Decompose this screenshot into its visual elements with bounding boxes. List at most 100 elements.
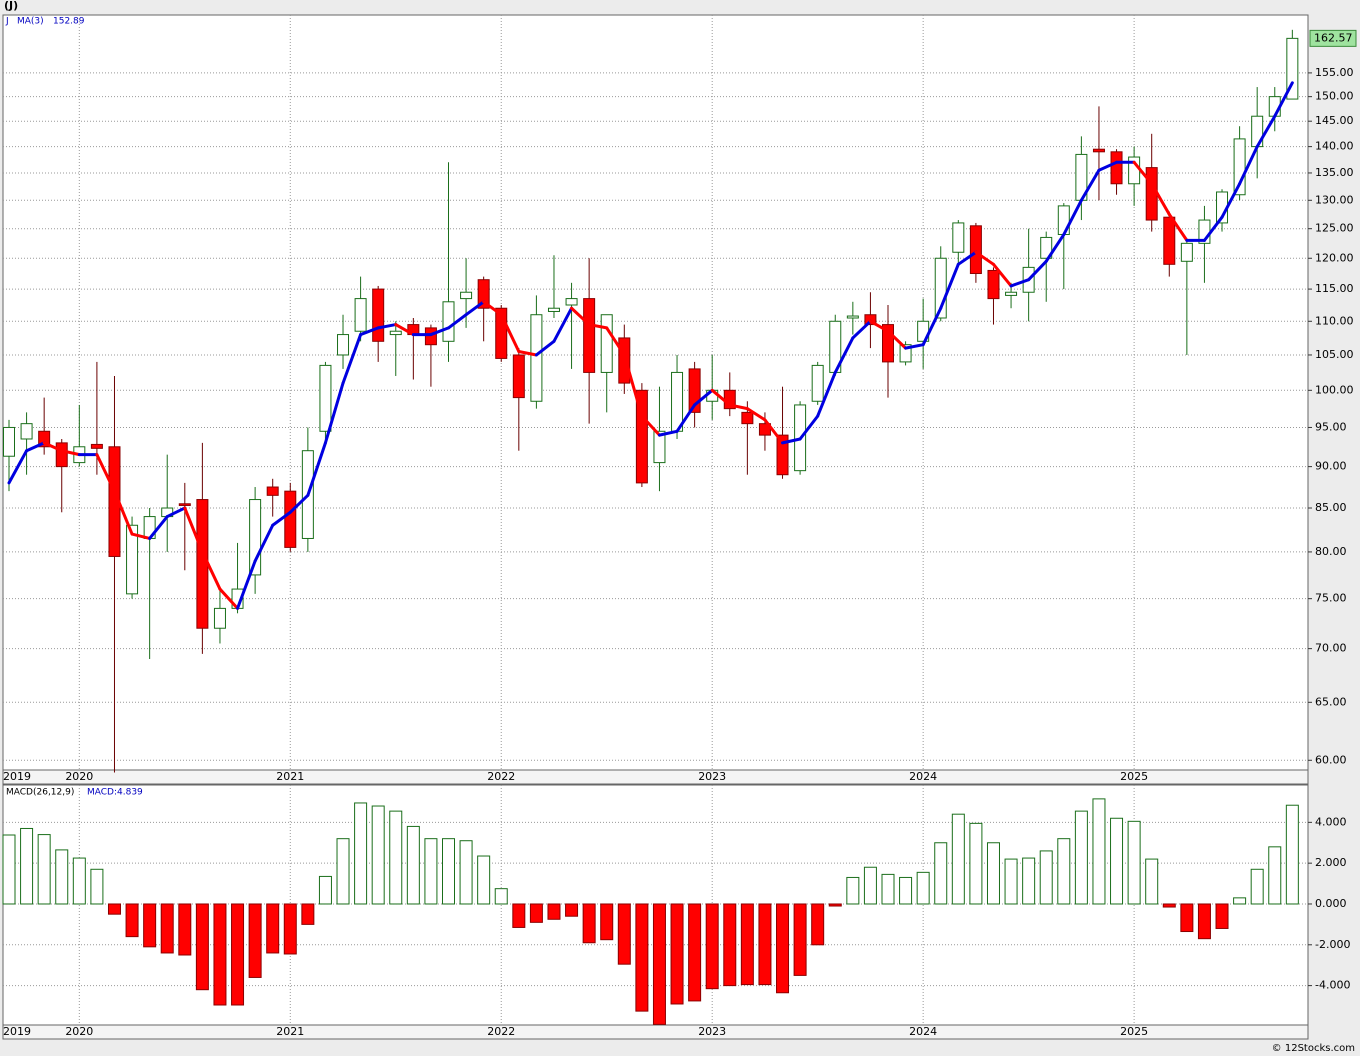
candle-body — [882, 324, 894, 363]
candle-body — [671, 371, 684, 432]
ma-segment — [1202, 215, 1224, 242]
ma-segment — [1220, 182, 1242, 219]
macd-bar — [1092, 798, 1106, 905]
candle-body — [1110, 151, 1123, 185]
ma-segment — [728, 403, 749, 411]
macd-bar — [389, 810, 403, 905]
macd-bar — [1250, 868, 1264, 905]
candle-body — [653, 430, 666, 464]
ma-segment — [991, 262, 1013, 288]
candle-body — [846, 315, 859, 319]
ma-segment — [974, 250, 995, 266]
y-tick-label: 105.00 — [1315, 348, 1354, 361]
ma-segment — [183, 506, 204, 554]
macd-bar — [213, 903, 227, 1006]
macd-bar — [986, 842, 1000, 905]
x-tick-label: 2025 — [1120, 770, 1148, 783]
candle-body — [460, 291, 473, 300]
macd-bar — [1233, 897, 1247, 905]
macd-bar — [125, 903, 139, 938]
x-tick-label: 2019 — [3, 1025, 31, 1038]
candle-body — [1233, 138, 1246, 196]
candle-body — [635, 389, 648, 484]
macd-bar — [793, 903, 807, 976]
candle-body — [1092, 148, 1105, 153]
candle-body — [38, 430, 51, 448]
macd-bar — [371, 805, 385, 905]
ma-segment — [42, 441, 64, 453]
ma-segment — [60, 449, 81, 457]
ma-segment — [306, 441, 327, 497]
macd-bar — [758, 903, 772, 986]
macd-bar — [442, 838, 455, 905]
candle-body — [249, 499, 262, 576]
macd-bar — [846, 876, 860, 905]
macd-bar — [494, 888, 508, 905]
candle-body — [512, 354, 525, 399]
ma-segment — [816, 370, 837, 418]
y-tick-label: 115.00 — [1315, 282, 1354, 295]
candle-body — [1163, 216, 1176, 265]
footer: © 12Stocks.com — [1272, 1043, 1355, 1054]
y-tick-label: 120.00 — [1315, 251, 1354, 264]
ma-segment — [763, 418, 785, 445]
last-price: 162.57 — [1314, 31, 1353, 44]
macd-bar — [1197, 903, 1211, 940]
x-tick-label: 2023 — [698, 770, 726, 783]
candle-body — [530, 314, 543, 402]
macd-bar — [1039, 850, 1053, 905]
macd-bar — [635, 903, 649, 1012]
ma-segment — [868, 319, 890, 333]
macd-bar — [143, 903, 157, 948]
ma-segment — [376, 323, 398, 330]
y2-tick-label: 4.000 — [1315, 815, 1347, 828]
candle-body — [20, 423, 33, 440]
ma-segment — [1009, 278, 1031, 288]
macd-bar — [512, 903, 526, 928]
x-tick-label: 2025 — [1120, 1025, 1148, 1038]
y-tick-label: 130.00 — [1315, 193, 1354, 206]
y2-tick-label: 0.000 — [1315, 897, 1347, 910]
macd-bar — [107, 903, 121, 915]
ma-segment — [781, 437, 802, 445]
y2-tick-label: -2.000 — [1315, 938, 1350, 951]
macd-bar — [1162, 903, 1176, 908]
candle-body — [547, 307, 560, 312]
ma-segment — [1132, 160, 1154, 186]
date-band — [2, 1024, 1309, 1040]
macd-bar — [899, 876, 913, 905]
ma-segment — [570, 306, 591, 327]
macd-bar — [1127, 820, 1141, 905]
candle-body — [284, 490, 297, 548]
macd-bar — [55, 849, 69, 905]
macd-bar — [776, 903, 790, 994]
last-price-box — [1309, 29, 1357, 47]
y2-tick-label: -4.000 — [1315, 979, 1350, 992]
macd-bar — [740, 903, 754, 986]
ma-segment — [833, 336, 855, 374]
ma-segment — [1238, 145, 1259, 186]
ma-segment — [25, 441, 46, 453]
candle-body — [3, 426, 15, 457]
ma-segment — [1273, 81, 1294, 118]
ma-segment — [1044, 233, 1066, 263]
macd-bar — [90, 868, 104, 905]
x-tick-label: 2022 — [487, 1025, 515, 1038]
macd-bar — [811, 903, 825, 946]
candle-body — [442, 301, 455, 342]
ma-segment — [482, 300, 503, 317]
macd-bar — [951, 813, 965, 905]
y-tick-label: 140.00 — [1315, 140, 1354, 153]
y-tick-label: 145.00 — [1315, 114, 1354, 127]
macd-bar — [1057, 838, 1071, 905]
candle-body — [969, 225, 982, 275]
macd-bar — [705, 903, 719, 990]
ma-segment — [288, 493, 310, 514]
y-tick-label: 85.00 — [1315, 501, 1347, 514]
macd-bar — [1285, 804, 1299, 905]
macd-bar — [828, 903, 842, 907]
macd-bar — [178, 903, 192, 956]
macd-bar — [617, 903, 631, 965]
x-tick-label: 2019 — [3, 770, 31, 783]
